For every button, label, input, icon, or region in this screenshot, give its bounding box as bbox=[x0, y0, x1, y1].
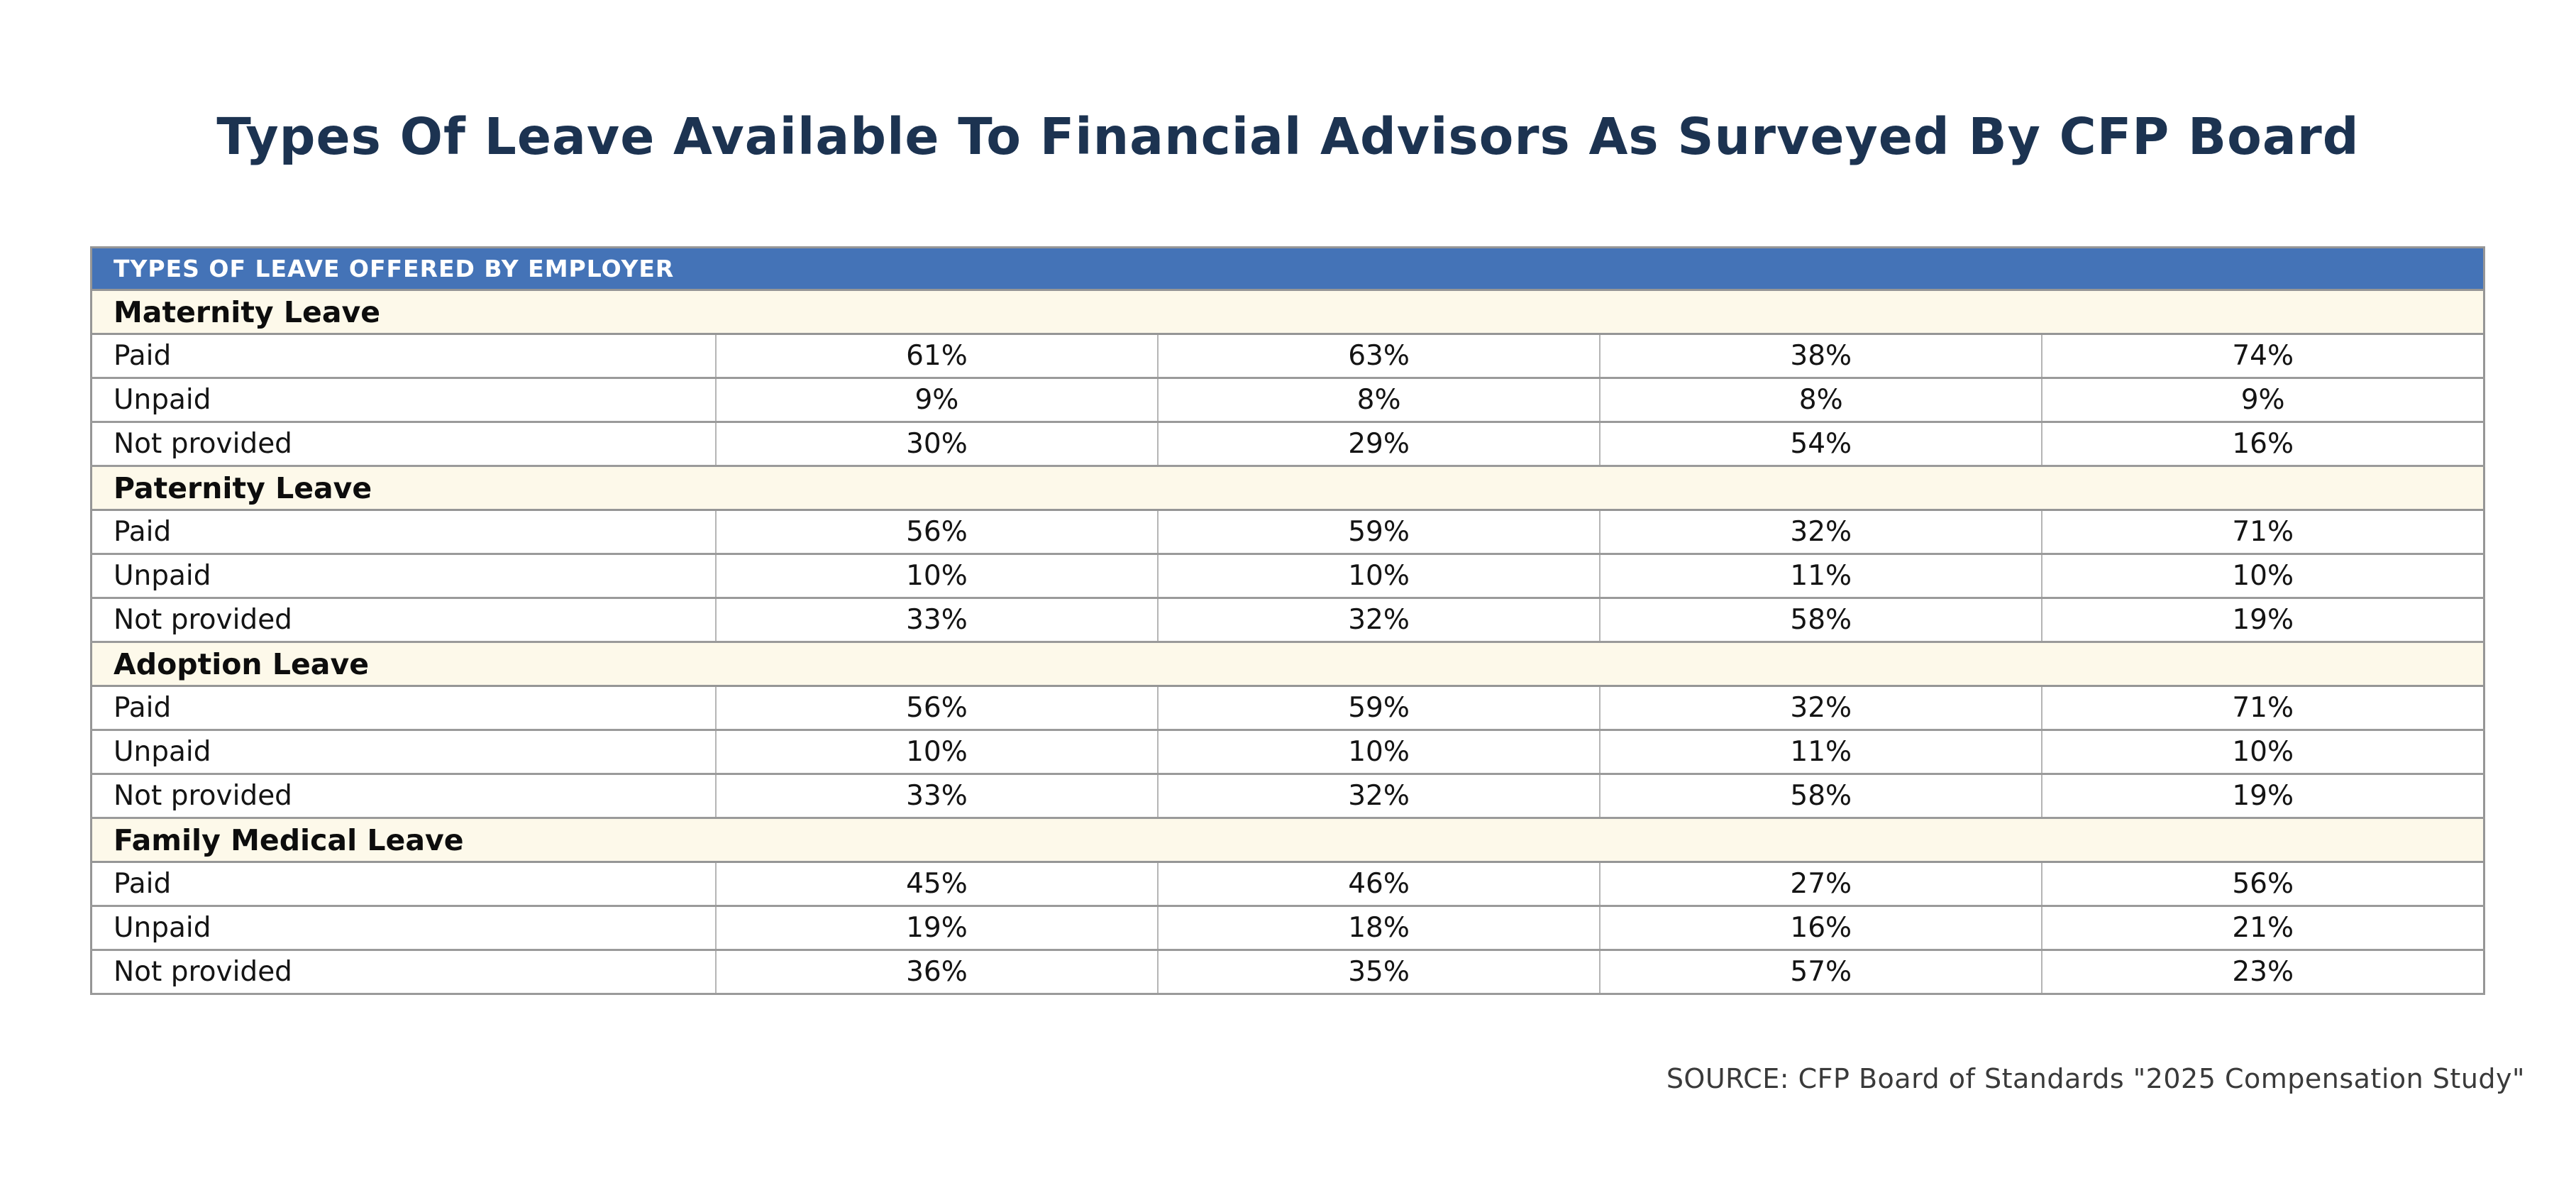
value-cell: 11% bbox=[1599, 729, 2042, 776]
value-cell: 8% bbox=[1156, 377, 1601, 424]
value-cell: 16% bbox=[1599, 905, 2042, 952]
section-header-family-medical-leave: Family Medical Leave bbox=[91, 817, 2484, 864]
table-row: Paid 56% 59% 32% 71% bbox=[91, 685, 2484, 732]
value-cell: 63% bbox=[1156, 333, 1601, 380]
value-cell: 9% bbox=[2041, 377, 2484, 424]
value-cell: 19% bbox=[2041, 597, 2484, 644]
value-cell: 74% bbox=[2041, 333, 2484, 380]
value-cell: 19% bbox=[714, 905, 1158, 952]
section-title: Family Medical Leave bbox=[91, 817, 2484, 864]
value-cell: 58% bbox=[1599, 597, 2042, 644]
row-label: Paid bbox=[91, 509, 716, 556]
table-row: Paid 61% 63% 38% 74% bbox=[91, 333, 2484, 380]
value-cell: 27% bbox=[1599, 861, 2042, 908]
row-label: Not provided bbox=[91, 949, 716, 996]
table-row: Paid 45% 46% 27% 56% bbox=[91, 861, 2484, 908]
leave-table: TYPES OF LEAVE OFFERED BY EMPLOYER Mater… bbox=[90, 246, 2485, 996]
value-cell: 59% bbox=[1156, 509, 1601, 556]
table-row: Unpaid 19% 18% 16% 21% bbox=[91, 905, 2484, 952]
value-cell: 71% bbox=[2041, 685, 2484, 732]
value-cell: 71% bbox=[2041, 509, 2484, 556]
value-cell: 23% bbox=[2041, 949, 2484, 996]
value-cell: 61% bbox=[714, 333, 1158, 380]
table-row: Unpaid 10% 10% 11% 10% bbox=[91, 553, 2484, 600]
value-cell: 33% bbox=[714, 773, 1158, 820]
section-header-adoption-leave: Adoption Leave bbox=[91, 641, 2484, 688]
value-cell: 56% bbox=[2041, 861, 2484, 908]
value-cell: 9% bbox=[714, 377, 1158, 424]
section-header-maternity-leave: Maternity Leave bbox=[91, 289, 2484, 336]
row-label: Paid bbox=[91, 685, 716, 732]
value-cell: 58% bbox=[1599, 773, 2042, 820]
value-cell: 11% bbox=[1599, 553, 2042, 600]
section-header-paternity-leave: Paternity Leave bbox=[91, 465, 2484, 512]
section-title: Paternity Leave bbox=[91, 465, 2484, 512]
table-row: Not provided 36% 35% 57% 23% bbox=[91, 949, 2484, 996]
section-title: Adoption Leave bbox=[91, 641, 2484, 688]
value-cell: 32% bbox=[1599, 509, 2042, 556]
table-header-row: TYPES OF LEAVE OFFERED BY EMPLOYER bbox=[91, 246, 2484, 292]
value-cell: 8% bbox=[1599, 377, 2042, 424]
value-cell: 38% bbox=[1599, 333, 2042, 380]
row-label: Paid bbox=[91, 861, 716, 908]
value-cell: 10% bbox=[2041, 729, 2484, 776]
value-cell: 10% bbox=[2041, 553, 2484, 600]
table-row: Unpaid 10% 10% 11% 10% bbox=[91, 729, 2484, 776]
value-cell: 32% bbox=[1156, 773, 1601, 820]
section-title: Maternity Leave bbox=[91, 289, 2484, 336]
value-cell: 18% bbox=[1156, 905, 1601, 952]
value-cell: 56% bbox=[714, 509, 1158, 556]
value-cell: 33% bbox=[714, 597, 1158, 644]
value-cell: 10% bbox=[1156, 729, 1601, 776]
table-row: Not provided 33% 32% 58% 19% bbox=[91, 773, 2484, 820]
source-attribution: SOURCE: CFP Board of Standards "2025 Com… bbox=[1666, 1063, 2525, 1095]
value-cell: 19% bbox=[2041, 773, 2484, 820]
page-title: Types Of Leave Available To Financial Ad… bbox=[216, 107, 2360, 166]
table-row: Unpaid 9% 8% 8% 9% bbox=[91, 377, 2484, 424]
value-cell: 32% bbox=[1156, 597, 1601, 644]
row-label: Not provided bbox=[91, 773, 716, 820]
value-cell: 32% bbox=[1599, 685, 2042, 732]
value-cell: 46% bbox=[1156, 861, 1601, 908]
value-cell: 29% bbox=[1156, 421, 1601, 468]
value-cell: 21% bbox=[2041, 905, 2484, 952]
value-cell: 16% bbox=[2041, 421, 2484, 468]
row-label: Unpaid bbox=[91, 905, 716, 952]
value-cell: 35% bbox=[1156, 949, 1601, 996]
value-cell: 30% bbox=[714, 421, 1158, 468]
table-row: Not provided 33% 32% 58% 19% bbox=[91, 597, 2484, 644]
row-label: Unpaid bbox=[91, 377, 716, 424]
value-cell: 45% bbox=[714, 861, 1158, 908]
value-cell: 57% bbox=[1599, 949, 2042, 996]
row-label: Not provided bbox=[91, 421, 716, 468]
value-cell: 54% bbox=[1599, 421, 2042, 468]
row-label: Not provided bbox=[91, 597, 716, 644]
value-cell: 56% bbox=[714, 685, 1158, 732]
table-header-label: TYPES OF LEAVE OFFERED BY EMPLOYER bbox=[91, 246, 2484, 292]
value-cell: 36% bbox=[714, 949, 1158, 996]
value-cell: 10% bbox=[714, 729, 1158, 776]
value-cell: 10% bbox=[1156, 553, 1601, 600]
value-cell: 59% bbox=[1156, 685, 1601, 732]
table-row: Not provided 30% 29% 54% 16% bbox=[91, 421, 2484, 468]
table-row: Paid 56% 59% 32% 71% bbox=[91, 509, 2484, 556]
row-label: Unpaid bbox=[91, 729, 716, 776]
row-label: Unpaid bbox=[91, 553, 716, 600]
row-label: Paid bbox=[91, 333, 716, 380]
value-cell: 10% bbox=[714, 553, 1158, 600]
